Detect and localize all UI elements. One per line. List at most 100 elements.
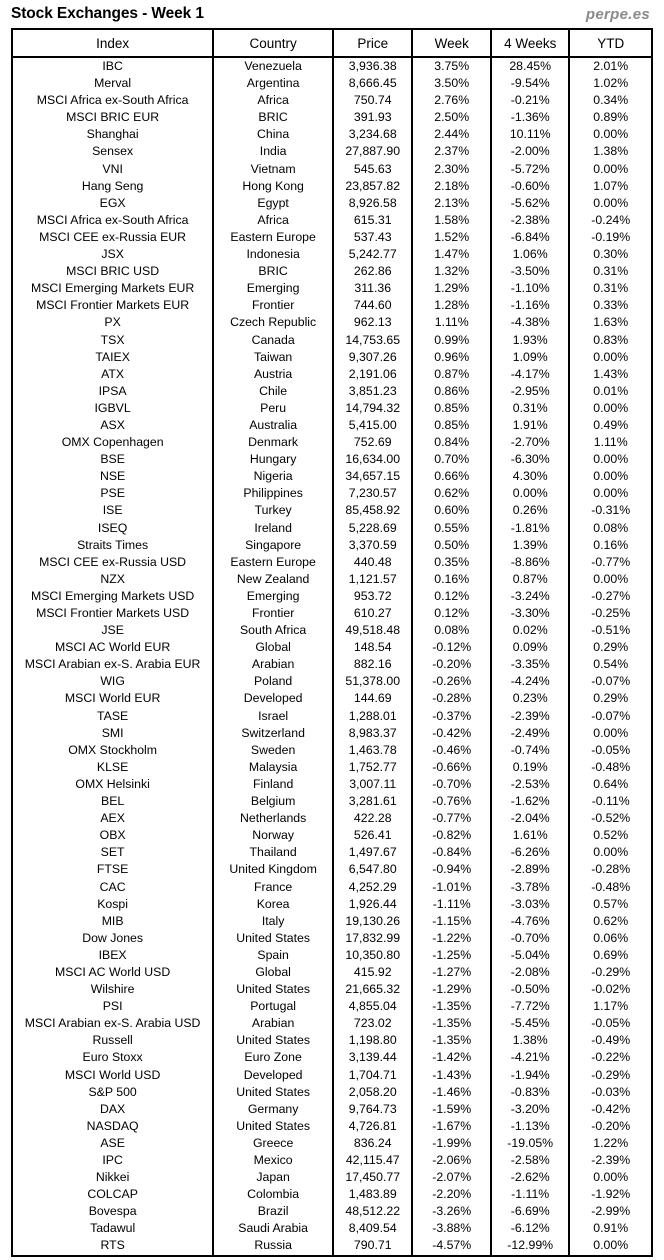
column-header-ytd[interactable]: YTD — [568, 30, 651, 58]
table-row[interactable]: MSCI World EUR Developed 144.69 -0.28% 0.23%… — [13, 690, 651, 708]
cell-index: RTS — [100, 1238, 125, 1253]
table-row[interactable]: AEX Netherlands 422.28 -0.77% -2.04% -0.52% — [13, 810, 651, 828]
table-row[interactable]: EGX Egypt 8,926.58 2.13% -5.62% 0.00% — [13, 194, 651, 212]
table-row[interactable]: OMX Helsinki Finland 3,007.11 -0.70% -2.53% 0… — [13, 775, 651, 794]
table-row[interactable]: Straits Times Singapore 3,370.59 0.50% 1.39%… — [13, 536, 651, 554]
cell-ytd: 0.64% — [568, 775, 651, 794]
table-row[interactable]: ATX Austria 2,191.06 0.87% -4.17% 1.43% — [13, 365, 651, 383]
table-row[interactable]: MSCI BRIC USD BRIC 262.86 1.32% -3.50% 0.31% — [13, 263, 651, 281]
table-row[interactable]: MSCI Africa ex-South Africa Africa 750.74 2… — [13, 92, 651, 110]
table-row[interactable]: SET Thailand 1,497.67 -0.84% -6.26% 0.00% — [13, 844, 651, 862]
table-row[interactable]: IBEX Spain 10,350.80 -1.25% -5.04% 0.69% — [13, 946, 651, 964]
table-row[interactable]: Wilshire United States 21,665.32 -1.29% -0.5… — [13, 981, 651, 999]
table-row[interactable]: COLCAP Colombia 1,483.89 -2.20% -1.11% -1.92% — [13, 1186, 651, 1204]
table-row[interactable]: ISE Turkey 85,458.92 0.60% 0.26% -0.31% — [13, 502, 651, 520]
table-row[interactable]: ISEQ Ireland 5,228.69 0.55% -1.81% 0.08% — [13, 519, 651, 537]
cell-index: WIG — [100, 674, 125, 689]
cell-week: 0.70% — [411, 451, 491, 469]
table-row[interactable]: MSCI Frontier Markets EUR Frontier 744.60 1… — [13, 297, 651, 315]
table-row[interactable]: MSCI World USD Developed 1,704.71 -1.43% -1.… — [13, 1066, 651, 1084]
table-row[interactable]: Tadawul Saudi Arabia 8,409.54 -3.88% -6.12% 0… — [13, 1220, 651, 1238]
table-row[interactable]: FTSE United Kingdom 6,547.80 -0.94% -2.89% -0… — [13, 861, 651, 879]
table-row[interactable]: MSCI CEE ex-Russia EUR Eastern Europe 537.… — [13, 228, 651, 247]
table-row[interactable]: SMI Switzerland 8,983.37 -0.42% -2.49% 0.00% — [13, 724, 651, 742]
table-row[interactable]: VNI Vietnam 545.63 2.30% -5.72% 0.00% — [13, 160, 651, 178]
cell-ytd: 0.57% — [568, 895, 651, 913]
table-row[interactable]: PSE Philippines 7,230.57 0.62% 0.00% 0.00% — [13, 485, 651, 503]
cell-index: NASDAQ — [86, 1118, 139, 1133]
table-row[interactable]: CAC France 4,252.29 -1.01% -3.78% -0.48% — [13, 878, 651, 896]
table-row[interactable]: OMX Copenhagen Denmark 752.69 0.84% -2.70% 1.… — [13, 434, 651, 452]
cell-country: Africa — [212, 92, 333, 110]
table-row[interactable]: IPC Mexico 42,115.47 -2.06% -2.58% -2.39% — [13, 1152, 651, 1170]
table-row[interactable]: ASE Greece 836.24 -1.99% -19.05% 1.22% — [13, 1134, 651, 1152]
cell-four-weeks: 0.23% — [489, 690, 570, 708]
cell-ytd: -0.02% — [568, 981, 651, 999]
table-row[interactable]: MSCI Arabian ex-S. Arabia USD Arabian 723.… — [13, 1015, 651, 1033]
table-row[interactable]: OMX Stockholm Sweden 1,463.78 -0.46% -0.74% -… — [13, 741, 651, 759]
cell-index: ASE — [100, 1135, 125, 1150]
table-row[interactable]: RTS Russia 790.71 -4.57% -12.99% 0.00% — [13, 1237, 651, 1255]
table-row[interactable]: IBC Venezuela 3,936.38 3.75% 28.45% 2.01% — [13, 57, 651, 76]
table-row[interactable]: S&P 500 United States 2,058.20 -1.46% -0.83%… — [13, 1083, 651, 1101]
table-row[interactable]: KLSE Malaysia 1,752.77 -0.66% 0.19% -0.48% — [13, 758, 651, 776]
table-row[interactable]: MSCI CEE ex-Russia USD Eastern Europe 440.… — [13, 553, 651, 571]
cell-country: Taiwan — [212, 348, 333, 366]
column-header-price[interactable]: Price — [331, 30, 413, 58]
table-row[interactable]: Shanghai China 3,234.68 2.44% 10.11% 0.00% — [13, 126, 651, 144]
table-row[interactable]: Sensex India 27,887.90 2.37% -2.00% 1.38% — [13, 143, 651, 161]
table-row[interactable]: MSCI BRIC EUR BRIC 391.93 2.50% -1.36% 0.89% — [13, 109, 651, 127]
table-row[interactable]: MSCI AC World USD Global 415.92 -1.27% -2.08… — [13, 963, 651, 982]
cell-week: 0.62% — [411, 485, 491, 503]
table-row[interactable]: Euro Stoxx Euro Zone 3,139.44 -1.42% -4.21% -… — [13, 1049, 651, 1067]
table-row[interactable]: IGBVL Peru 14,794.32 0.85% 0.31% 0.00% — [13, 399, 651, 417]
table-row[interactable]: TAIEX Taiwan 9,307.26 0.96% 1.09% 0.00% — [13, 348, 651, 366]
table-row[interactable]: Nikkei Japan 17,450.77 -2.07% -2.62% 0.00% — [13, 1169, 651, 1187]
table-row[interactable]: Russell United States 1,198.80 -1.35% 1.38% -… — [13, 1032, 651, 1050]
table-row[interactable]: PX Czech Republic 962.13 1.11% -4.38% 1.63% — [13, 314, 651, 332]
table-row[interactable]: TASE Israel 1,288.01 -0.37% -2.39% -0.07% — [13, 707, 651, 725]
table-row[interactable]: Dow Jones United States 17,832.99 -1.22% -0.… — [13, 929, 651, 947]
table-row[interactable]: Bovespa Brazil 48,512.22 -3.26% -6.69% -2.99% — [13, 1203, 651, 1221]
table-row[interactable]: DAX Germany 9,764.73 -1.59% -3.20% -0.42% — [13, 1100, 651, 1118]
column-header-country[interactable]: Country — [212, 30, 333, 58]
table-row[interactable]: MSCI Arabian ex-S. Arabia EUR Arabian 882.… — [13, 656, 651, 674]
table-row[interactable]: JSE South Africa 49,518.48 0.08% 0.02% -0.51% — [13, 622, 651, 640]
table-row[interactable]: BSE Hungary 16,634.00 0.70% -6.30% 0.00% — [13, 451, 651, 469]
table-row[interactable]: MSCI Emerging Markets USD Emerging 953.72 0… — [13, 587, 651, 605]
table-row[interactable]: TSX Canada 14,753.65 0.99% 1.93% 0.83% — [13, 331, 651, 349]
table-row[interactable]: NSE Nigeria 34,657.15 0.66% 4.30% 0.00% — [13, 468, 651, 486]
table-row[interactable]: MSCI AC World EUR Global 148.54 -0.12% 0.09%… — [13, 639, 651, 657]
table-row[interactable]: MSCI Frontier Markets USD Frontier 610.27 0… — [13, 605, 651, 623]
table-row[interactable]: WIG Poland 51,378.00 -0.26% -4.24% -0.07% — [13, 673, 651, 691]
table-row[interactable]: ASX Australia 5,415.00 0.85% 1.91% 0.49% — [13, 416, 651, 435]
table-row[interactable]: JSX Indonesia 5,242.77 1.47% 1.06% 0.30% — [13, 246, 651, 264]
table-row[interactable]: MSCI Africa ex-South Africa Africa 615.31 1… — [13, 211, 651, 229]
cell-price: 10,350.80 — [331, 946, 413, 964]
table-row[interactable]: PSI Portugal 4,855.04 -1.35% -7.72% 1.17% — [13, 998, 651, 1016]
cell-country: Belgium — [212, 793, 333, 811]
cell-week: 0.85% — [411, 399, 491, 417]
cell-ytd: 0.00% — [568, 570, 651, 588]
cell-price: 1,704.71 — [331, 1066, 413, 1084]
table-row[interactable]: NZX New Zealand 1,121.57 0.16% 0.87% 0.00% — [13, 570, 651, 588]
cell-index: IPSA — [98, 383, 127, 398]
table-row[interactable]: MIB Italy 19,130.26 -1.15% -4.76% 0.62% — [13, 912, 651, 930]
table-row[interactable]: MSCI Emerging Markets EUR Emerging 311.36 1… — [13, 280, 651, 298]
table-row[interactable]: Kospi Korea 1,926.44 -1.11% -3.03% 0.57% — [13, 895, 651, 913]
cell-four-weeks: -5.04% — [489, 946, 570, 964]
table-row[interactable]: NASDAQ United States 4,726.81 -1.67% -1.13% -… — [13, 1117, 651, 1135]
table-row[interactable]: IPSA Chile 3,851.23 0.86% -2.95% 0.01% — [13, 382, 651, 400]
table-row[interactable]: Hang Seng Hong Kong 23,857.82 2.18% -0.60% 1.… — [13, 177, 651, 195]
cell-week: -1.99% — [411, 1134, 491, 1152]
cell-price: 537.43 — [331, 228, 413, 247]
cell-price: 1,288.01 — [331, 707, 413, 725]
column-header-4-weeks[interactable]: 4 Weeks — [489, 30, 570, 58]
column-header-week[interactable]: Week — [411, 30, 491, 58]
cell-week: -0.82% — [411, 827, 491, 845]
table-row[interactable]: OBX Norway 526.41 -0.82% 1.61% 0.52% — [13, 827, 651, 845]
cell-ytd: 0.00% — [568, 348, 651, 366]
table-row[interactable]: BEL Belgium 3,281.61 -0.76% -1.62% -0.11% — [13, 793, 651, 811]
table-row[interactable]: Merval Argentina 8,666.45 3.50% -9.54% 1.02% — [13, 75, 651, 93]
column-header-index[interactable]: Index — [13, 30, 214, 58]
